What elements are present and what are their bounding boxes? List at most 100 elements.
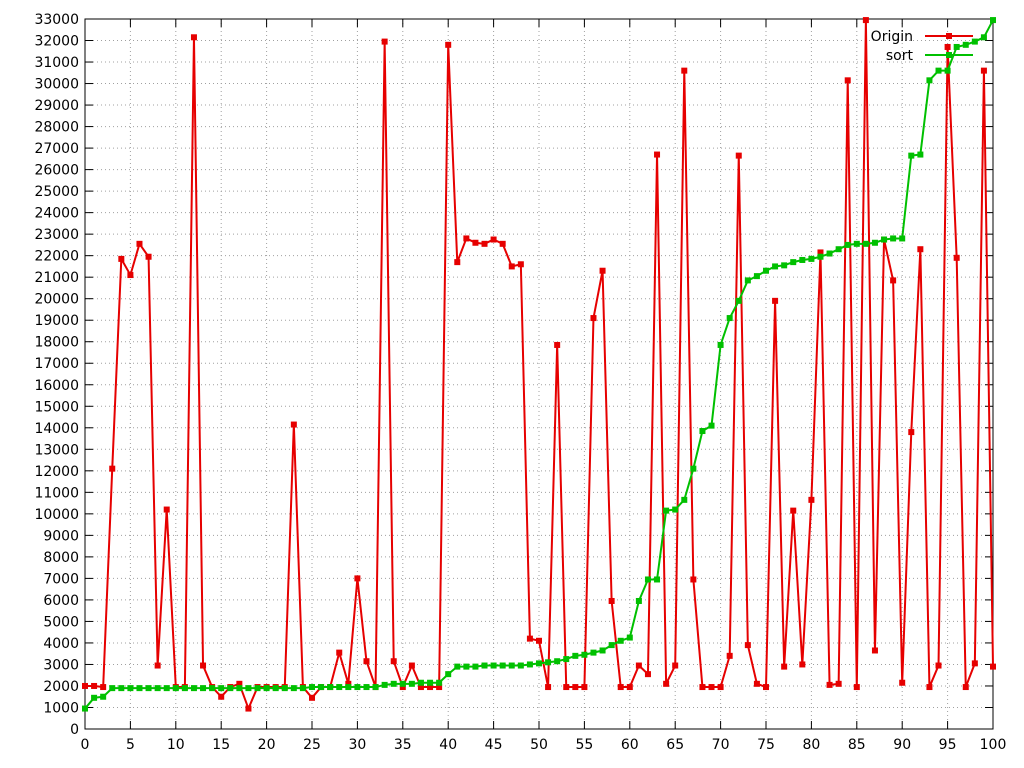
y-tick-label: 8000	[43, 550, 79, 566]
data-point-sort	[136, 685, 143, 692]
data-point-sort	[908, 152, 915, 159]
data-point-sort	[599, 647, 606, 654]
data-point-origin	[599, 267, 606, 274]
data-point-sort	[590, 649, 597, 656]
data-point-sort	[445, 671, 452, 678]
y-tick-label: 6000	[43, 593, 79, 609]
data-point-origin	[163, 506, 170, 513]
data-point-sort	[472, 663, 479, 670]
data-point-origin	[526, 635, 533, 642]
y-tick-label: 9000	[43, 528, 79, 544]
x-tick-label: 75	[757, 737, 775, 753]
data-point-origin	[490, 236, 497, 243]
data-point-sort	[281, 685, 288, 692]
data-point-origin	[699, 684, 706, 691]
data-point-sort	[799, 256, 806, 263]
y-tick-label: 10000	[34, 507, 79, 523]
data-point-origin	[908, 429, 915, 436]
data-point-origin	[835, 680, 842, 687]
data-point-origin	[127, 272, 134, 279]
data-point-sort	[100, 693, 107, 700]
data-point-sort	[345, 684, 352, 691]
y-tick-label: 27000	[34, 141, 79, 157]
data-point-origin	[154, 662, 161, 669]
data-point-sort	[545, 659, 552, 666]
data-point-origin	[563, 684, 570, 691]
y-tick-label: 11000	[34, 485, 79, 501]
data-point-origin	[626, 684, 633, 691]
data-point-origin	[917, 246, 924, 253]
data-point-sort	[218, 685, 225, 692]
data-point-origin	[654, 151, 661, 158]
data-point-sort	[608, 642, 615, 649]
data-point-sort	[835, 246, 842, 253]
x-tick-label: 15	[212, 737, 230, 753]
data-point-sort	[408, 680, 415, 687]
data-point-sort	[772, 263, 779, 270]
data-point-origin	[899, 679, 906, 686]
data-point-origin	[290, 421, 297, 428]
data-point-origin	[744, 642, 751, 649]
data-point-origin	[309, 694, 315, 701]
data-point-origin	[508, 263, 515, 270]
data-point-sort	[617, 637, 624, 644]
data-point-origin	[799, 661, 806, 668]
data-point-origin	[218, 693, 225, 700]
y-tick-label: 16000	[34, 378, 79, 394]
data-point-origin	[200, 662, 207, 669]
y-tick-label: 3000	[43, 657, 79, 673]
y-tick-label: 1000	[43, 700, 79, 716]
data-point-sort	[699, 428, 706, 435]
data-point-sort	[735, 297, 742, 304]
legend-swatch-marker-sort	[946, 52, 952, 58]
x-tick-label: 80	[802, 737, 820, 753]
y-tick-label: 28000	[34, 120, 79, 136]
data-point-origin	[708, 684, 715, 691]
data-point-sort	[881, 236, 888, 243]
data-point-sort	[127, 685, 134, 692]
data-point-sort	[672, 506, 679, 513]
data-point-sort	[635, 597, 642, 604]
data-point-origin	[363, 658, 370, 665]
legend-entry-origin: Origin	[871, 29, 973, 45]
y-tick-label: 5000	[43, 614, 79, 630]
data-point-sort	[563, 656, 570, 663]
legend-swatch-marker-origin	[946, 33, 952, 39]
data-point-sort	[581, 651, 588, 658]
data-point-sort	[254, 685, 261, 692]
x-tick-label: 60	[621, 737, 639, 753]
data-point-sort	[654, 576, 661, 583]
data-point-sort	[663, 507, 670, 514]
y-tick-label: 12000	[34, 464, 79, 480]
data-point-sort	[753, 273, 760, 280]
y-tick-label: 22000	[34, 249, 79, 265]
data-point-origin	[672, 662, 679, 669]
data-point-origin	[681, 67, 688, 74]
data-point-origin	[427, 684, 434, 691]
data-point-sort	[499, 662, 506, 669]
data-point-sort	[944, 67, 951, 74]
x-tick-label: 35	[394, 737, 412, 753]
data-point-origin	[390, 658, 397, 665]
y-tick-label: 26000	[34, 163, 79, 179]
data-point-origin	[735, 152, 742, 159]
data-point-origin	[236, 680, 243, 687]
data-point-sort	[190, 685, 197, 692]
data-point-origin	[336, 649, 343, 656]
data-point-origin	[890, 277, 897, 284]
data-point-origin	[590, 315, 597, 322]
y-tick-label: 20000	[34, 292, 79, 308]
data-point-sort	[844, 241, 851, 248]
data-point-sort	[717, 341, 724, 348]
data-point-origin	[572, 684, 579, 691]
data-point-sort	[172, 685, 179, 692]
x-tick-label: 100	[980, 737, 1007, 753]
data-point-sort	[390, 680, 397, 687]
data-point-sort	[690, 465, 697, 472]
data-point-origin	[763, 684, 769, 691]
data-point-origin	[245, 705, 252, 712]
data-point-sort	[381, 681, 388, 688]
data-point-sort	[708, 422, 715, 429]
y-tick-label: 15000	[34, 399, 79, 415]
